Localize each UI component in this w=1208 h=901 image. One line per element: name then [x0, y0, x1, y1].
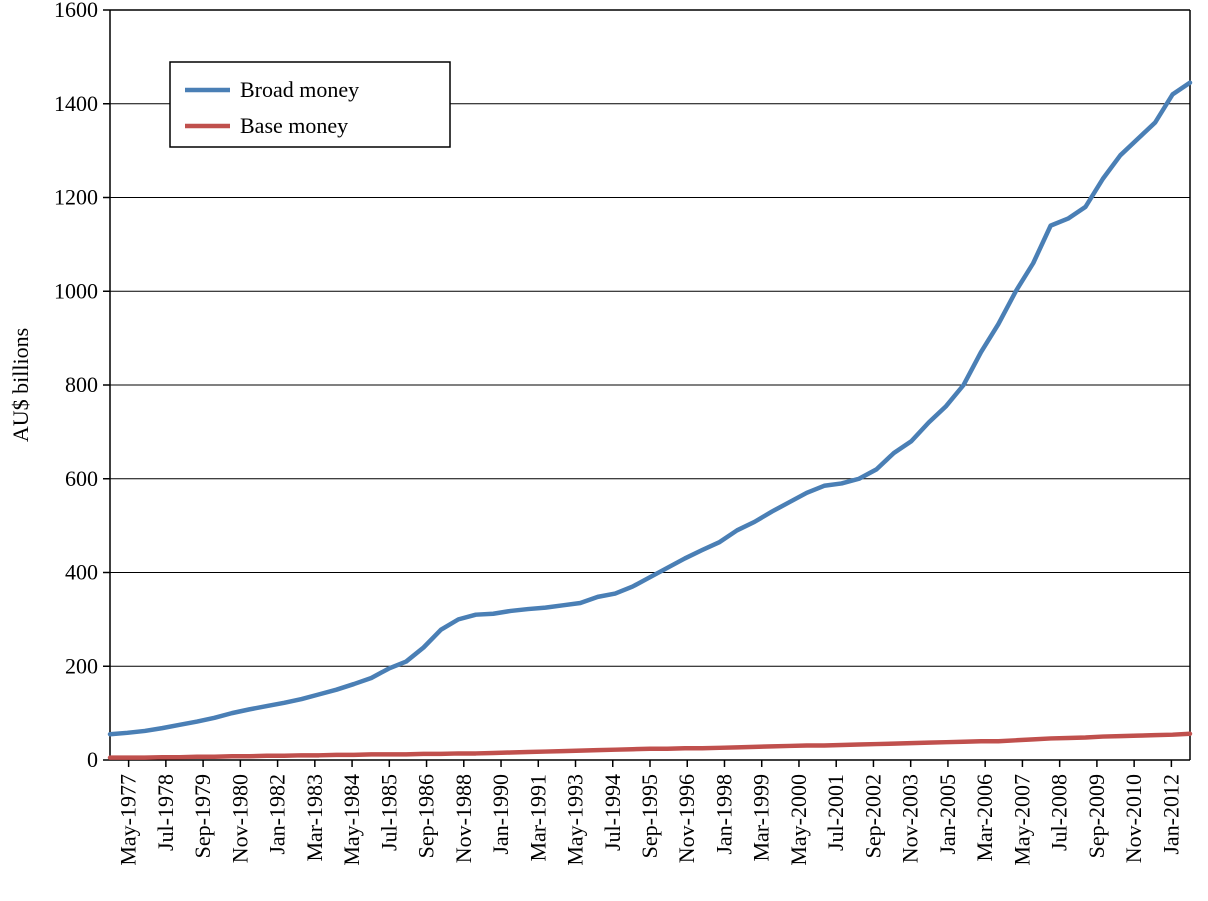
svg-text:Sep-1979: Sep-1979	[190, 774, 215, 858]
svg-text:Jan-1998: Jan-1998	[711, 774, 736, 855]
svg-text:Nov-1980: Nov-1980	[227, 774, 252, 863]
svg-text:Nov-1988: Nov-1988	[451, 774, 476, 863]
svg-text:Jul-1985: Jul-1985	[376, 774, 401, 851]
svg-text:Jul-1978: Jul-1978	[153, 774, 178, 851]
svg-text:Jul-2008: Jul-2008	[1047, 774, 1072, 851]
svg-text:600: 600	[65, 466, 98, 491]
svg-text:Mar-1999: Mar-1999	[749, 774, 774, 862]
svg-text:Mar-1991: Mar-1991	[525, 774, 550, 862]
svg-text:Jan-2012: Jan-2012	[1158, 774, 1183, 855]
chart-svg: 0 200 400 600 800 1000 1200 1400 1600 AU$ billion…	[0, 0, 1208, 901]
svg-text:May-1977: May-1977	[116, 774, 141, 866]
svg-text:400: 400	[65, 560, 98, 585]
svg-text:May-2007: May-2007	[1009, 774, 1034, 866]
svg-text:Nov-1996: Nov-1996	[674, 774, 699, 863]
svg-text:Nov-2010: Nov-2010	[1121, 774, 1146, 863]
money-supply-chart: 0 200 400 600 800 1000 1200 1400 1600 AU$ billion…	[0, 0, 1208, 901]
svg-text:Sep-1995: Sep-1995	[637, 774, 662, 858]
svg-text:Jul-1994: Jul-1994	[600, 774, 625, 851]
svg-text:1200: 1200	[54, 185, 98, 210]
svg-text:Sep-1986: Sep-1986	[414, 774, 439, 858]
svg-text:Jan-1982: Jan-1982	[265, 774, 290, 855]
svg-text:Nov-2003: Nov-2003	[898, 774, 923, 863]
svg-text:May-1993: May-1993	[563, 774, 588, 866]
svg-text:200: 200	[65, 653, 98, 678]
svg-text:Broad money: Broad money	[240, 77, 359, 102]
svg-text:May-1984: May-1984	[339, 774, 364, 866]
svg-text:800: 800	[65, 372, 98, 397]
svg-text:1400: 1400	[54, 91, 98, 116]
svg-text:Mar-1983: Mar-1983	[302, 774, 327, 862]
svg-text:Jan-1990: Jan-1990	[488, 774, 513, 855]
svg-text:May-2000: May-2000	[786, 774, 811, 866]
svg-text:Sep-2009: Sep-2009	[1084, 774, 1109, 858]
svg-text:Jan-2005: Jan-2005	[935, 774, 960, 855]
svg-text:Base money: Base money	[240, 113, 348, 138]
svg-text:1600: 1600	[54, 0, 98, 22]
svg-text:AU$ billions: AU$ billions	[8, 328, 33, 442]
svg-text:Mar-2006: Mar-2006	[972, 774, 997, 862]
svg-text:0: 0	[87, 747, 98, 772]
svg-text:Jul-2001: Jul-2001	[823, 774, 848, 851]
svg-text:1000: 1000	[54, 278, 98, 303]
svg-text:Sep-2002: Sep-2002	[860, 774, 885, 858]
